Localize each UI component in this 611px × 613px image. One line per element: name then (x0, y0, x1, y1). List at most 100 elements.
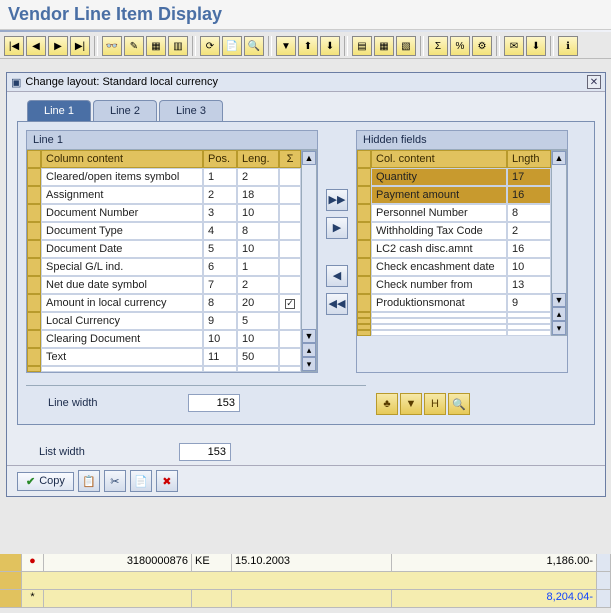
pos-cell[interactable]: 11 (203, 348, 237, 366)
glasses-icon[interactable]: 👓 (102, 36, 122, 56)
row-selector[interactable] (27, 168, 41, 186)
row-selector[interactable] (0, 590, 22, 607)
layout1-icon[interactable]: ▤ (352, 36, 372, 56)
field-name-cell[interactable]: Net due date symbol (41, 276, 203, 294)
sum-icon[interactable]: Σ (428, 36, 448, 56)
first-icon[interactable]: |◀ (4, 36, 24, 56)
sigma-cell[interactable] (279, 276, 301, 294)
last-icon[interactable]: ▶| (70, 36, 90, 56)
filter-button[interactable]: ▼ (400, 393, 422, 415)
row-selector[interactable] (27, 258, 41, 276)
field-name-cell[interactable]: Check encashment date (371, 258, 507, 276)
row-selector[interactable] (357, 330, 371, 336)
field-name-cell[interactable]: Clearing Document (41, 330, 203, 348)
col-header-sigma[interactable]: Σ (279, 150, 301, 168)
len-cell[interactable]: 20 (237, 294, 279, 312)
sigma-cell[interactable] (279, 168, 301, 186)
field-name-cell[interactable]: Payment amount (371, 186, 507, 204)
row-selector[interactable] (357, 294, 371, 312)
len-cell[interactable]: 10 (237, 240, 279, 258)
len-cell[interactable]: 18 (237, 186, 279, 204)
prev-icon[interactable]: ◀ (26, 36, 46, 56)
find-button[interactable]: H (424, 393, 446, 415)
row-selector[interactable] (357, 258, 371, 276)
layout2-icon[interactable]: ▦ (374, 36, 394, 56)
field-name-cell[interactable]: Cleared/open items symbol (41, 168, 203, 186)
col-header-pos[interactable]: Pos. (203, 150, 237, 168)
grid2-icon[interactable]: ▥ (168, 36, 188, 56)
len-cell[interactable]: 16 (507, 186, 551, 204)
field-name-cell[interactable]: Amount in local currency (41, 294, 203, 312)
findnext-button[interactable]: 🔍 (448, 393, 470, 415)
sigma-cell[interactable] (279, 240, 301, 258)
grid1-icon[interactable]: ▦ (146, 36, 166, 56)
sigma-cell[interactable] (279, 330, 301, 348)
pos-cell[interactable]: 9 (203, 312, 237, 330)
paste-button[interactable]: 📄 (130, 470, 152, 492)
filter-icon[interactable]: ▼ (276, 36, 296, 56)
row-selector[interactable] (27, 240, 41, 258)
len-cell[interactable]: 5 (237, 312, 279, 330)
doc-icon[interactable]: 📄 (222, 36, 242, 56)
pos-cell[interactable]: 3 (203, 204, 237, 222)
sigma-cell[interactable] (279, 222, 301, 240)
move-right-all-button[interactable]: ▶▶ (326, 189, 348, 211)
scroll-down-icon[interactable]: ▼ (302, 329, 316, 343)
row-selector[interactable] (27, 276, 41, 294)
move-right-button[interactable]: ▶ (326, 217, 348, 239)
len-cell[interactable]: 2 (507, 222, 551, 240)
field-name-cell[interactable]: Assignment (41, 186, 203, 204)
field-name-cell[interactable]: Document Date (41, 240, 203, 258)
row-selector[interactable] (357, 222, 371, 240)
col-header-len[interactable]: Leng. (237, 150, 279, 168)
len-cell[interactable]: 16 (507, 240, 551, 258)
sort-desc-icon[interactable]: ⬇ (320, 36, 340, 56)
field-name-cell[interactable]: Special G/L ind. (41, 258, 203, 276)
len-cell[interactable]: 2 (237, 168, 279, 186)
chart-icon[interactable]: % (450, 36, 470, 56)
field-name-cell[interactable]: LC2 cash disc.amnt (371, 240, 507, 258)
layout3-icon[interactable]: ▧ (396, 36, 416, 56)
pos-cell[interactable]: 5 (203, 240, 237, 258)
len-cell[interactable]: 9 (507, 294, 551, 312)
pos-cell[interactable]: 6 (203, 258, 237, 276)
sigma-cell[interactable] (279, 186, 301, 204)
field-name-cell[interactable]: Quantity (371, 168, 507, 186)
sigma-cell[interactable] (279, 204, 301, 222)
row-selector[interactable] (357, 240, 371, 258)
copy-button[interactable]: ✔Copy (17, 472, 74, 491)
sigma-cell[interactable] (279, 312, 301, 330)
len-cell[interactable]: 17 (507, 168, 551, 186)
field-name-cell[interactable]: Withholding Tax Code (371, 222, 507, 240)
pos-cell[interactable]: 10 (203, 330, 237, 348)
export-icon[interactable]: ⬇ (526, 36, 546, 56)
cut-button[interactable]: ✂ (104, 470, 126, 492)
row-selector[interactable] (27, 348, 41, 366)
clipboard-button[interactable]: 📋 (78, 470, 100, 492)
sort-button[interactable]: ♣ (376, 393, 398, 415)
info-icon[interactable]: ℹ (558, 36, 578, 56)
field-name-cell[interactable]: Local Currency (41, 312, 203, 330)
tab-line1[interactable]: Line 1 (27, 100, 91, 121)
left-scrollbar[interactable]: ▲ ▼ ▴ ▾ (301, 150, 317, 372)
sigma-cell[interactable] (279, 348, 301, 366)
row-selector[interactable] (0, 572, 22, 589)
row-selector[interactable] (27, 366, 41, 372)
scroll-up-icon[interactable]: ▲ (552, 151, 566, 165)
pos-cell[interactable]: 2 (203, 186, 237, 204)
list-width-input[interactable] (179, 443, 231, 461)
row-header[interactable] (27, 150, 41, 168)
row-selector[interactable] (357, 186, 371, 204)
len-cell[interactable]: 10 (237, 204, 279, 222)
move-left-button[interactable]: ◀ (326, 265, 348, 287)
len-cell[interactable]: 2 (237, 276, 279, 294)
right-scrollbar[interactable]: ▲ ▼ ▴ ▾ (551, 150, 567, 336)
scroll-down-icon[interactable]: ▼ (552, 293, 566, 307)
row-selector[interactable] (357, 204, 371, 222)
row-selector[interactable] (27, 186, 41, 204)
cancel-button[interactable]: ✖ (156, 470, 178, 492)
len-cell[interactable]: 10 (507, 258, 551, 276)
row-selector[interactable] (27, 330, 41, 348)
row-selector[interactable] (27, 294, 41, 312)
len-cell[interactable]: 8 (237, 222, 279, 240)
